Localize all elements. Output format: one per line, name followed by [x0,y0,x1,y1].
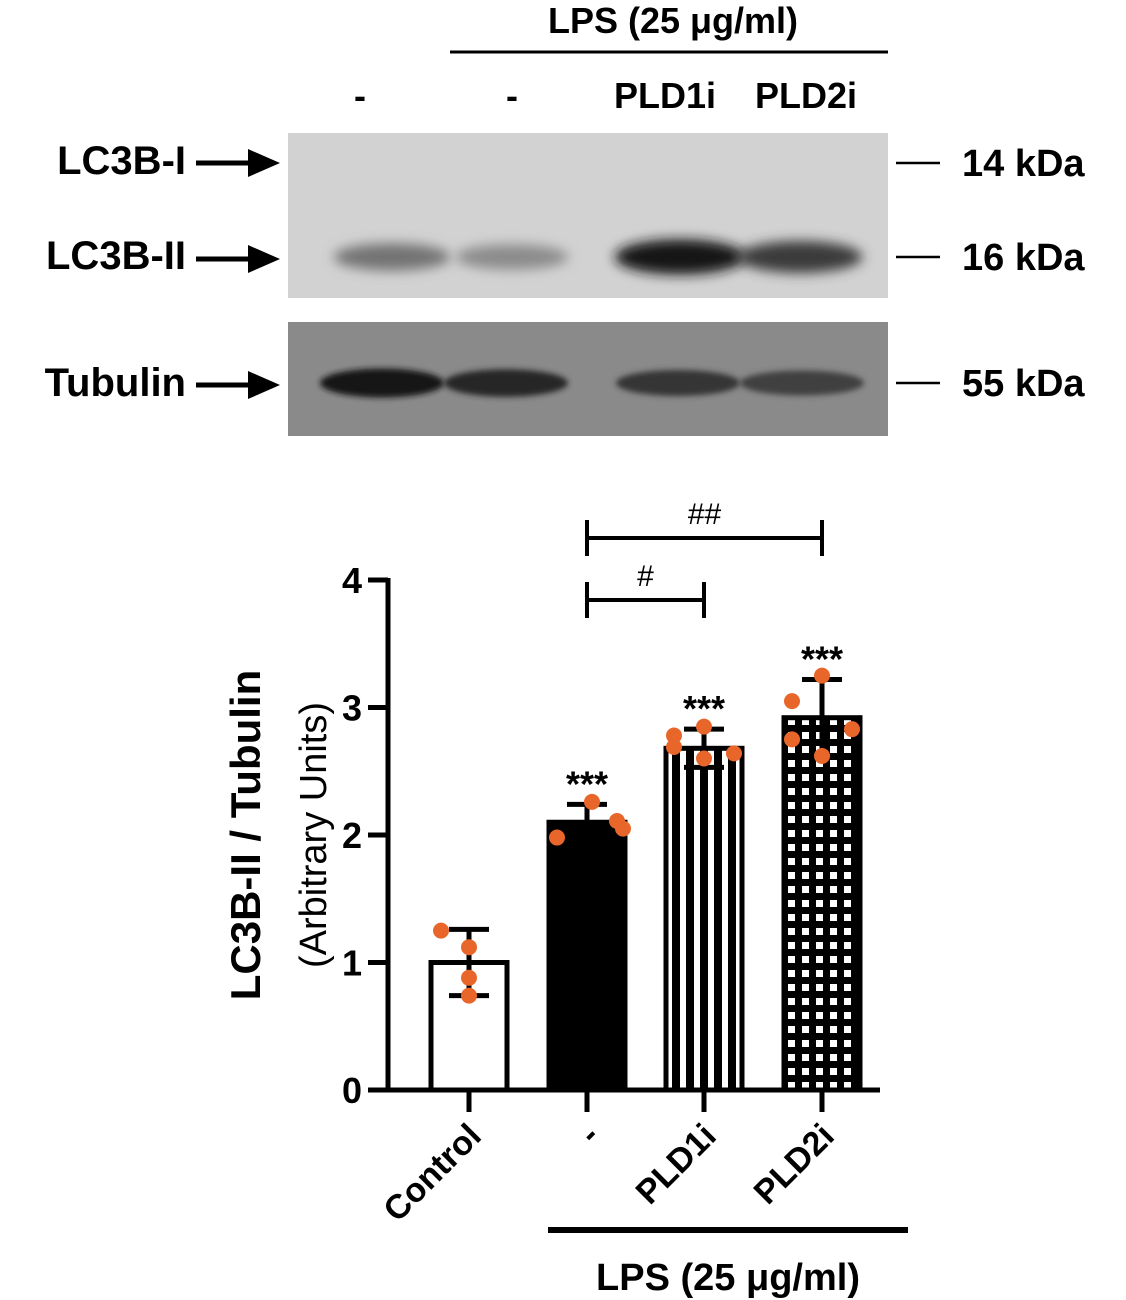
y-tick-label: 4 [342,560,362,601]
tubulin-band [616,370,740,396]
y-axis-sublabel: (Arbitrary Units) [293,702,335,968]
arrow-icon [196,149,280,177]
x-axis: Control - PLD1i PLD2i [376,1087,880,1229]
y-axis: 0 1 2 3 4 [342,560,391,1111]
y-tick-label: 2 [342,815,362,856]
data-points [433,667,860,1004]
lc3b-ii-band [614,239,746,275]
tubulin-bands [320,368,864,398]
x-tick-label: Control [376,1117,488,1229]
data-point [461,969,477,986]
data-point [814,667,830,684]
data-point [696,750,712,767]
band-label-tubulin: Tubulin [45,361,186,405]
blot-treatment-label: LPS (25 μg/ml) [548,0,798,41]
comparison-label: # [637,560,654,593]
data-point [666,739,682,756]
data-point [433,922,449,939]
bar [663,745,745,1093]
comparison-label: ## [688,498,722,531]
data-point [666,727,682,744]
data-point [784,693,800,710]
significance-label: *** [683,688,725,729]
blot-lane-label-1: - [354,75,366,116]
data-point [814,747,830,764]
data-point [844,721,860,738]
data-point [615,820,631,837]
data-point [784,731,800,748]
bar [781,715,863,1093]
lc3b-ii-band [455,244,569,270]
significance-label: *** [801,638,843,679]
tubulin-band [740,370,864,396]
data-point [726,745,742,762]
marker-label-14kda: 14 kDa [962,143,1085,185]
group-label: LPS (25 μg/ml) [596,1257,860,1299]
x-tick-label: PLD1i [629,1117,724,1212]
x-tick-label: - [572,1117,607,1152]
lc3b-ii-bands [333,239,863,275]
y-tick-label: 3 [342,688,362,729]
x-tick-label: PLD2i [747,1117,842,1212]
y-axis-label: LC3B-II / Tubulin [222,670,269,1001]
marker-label-16kda: 16 kDa [962,237,1085,279]
significance-label: *** [566,763,608,804]
lc3b-ii-band [737,241,863,273]
blot-lane-label-3: PLD1i [614,75,716,116]
blot-lane-label-4: PLD2i [755,75,857,116]
band-label-lc3b-i: LC3B-I [57,139,186,183]
data-point [549,829,565,846]
arrow-icon [196,371,280,399]
marker-label-55kda: 55 kDa [962,363,1085,405]
band-label-lc3b-ii: LC3B-II [46,234,186,278]
data-point [461,987,477,1004]
y-tick-label: 0 [342,1070,362,1111]
data-point [584,793,600,810]
tubulin-band [320,368,444,398]
comparison-brackets: ### [585,498,824,618]
significance-labels: *** *** *** [566,638,843,804]
lc3b-membrane [288,133,888,298]
tubulin-band [444,369,568,397]
bar [546,819,628,1093]
blot-lane-label-2: - [506,75,518,116]
data-point [461,939,477,956]
y-tick-label: 1 [342,943,362,984]
western-blot-panel: LPS (25 μg/ml) - - PLD1i PLD2i LC3B-I LC… [45,0,1085,436]
arrow-icon [196,245,280,273]
lc3b-ii-band [333,243,451,271]
data-point [696,718,712,735]
bars [428,715,863,1093]
